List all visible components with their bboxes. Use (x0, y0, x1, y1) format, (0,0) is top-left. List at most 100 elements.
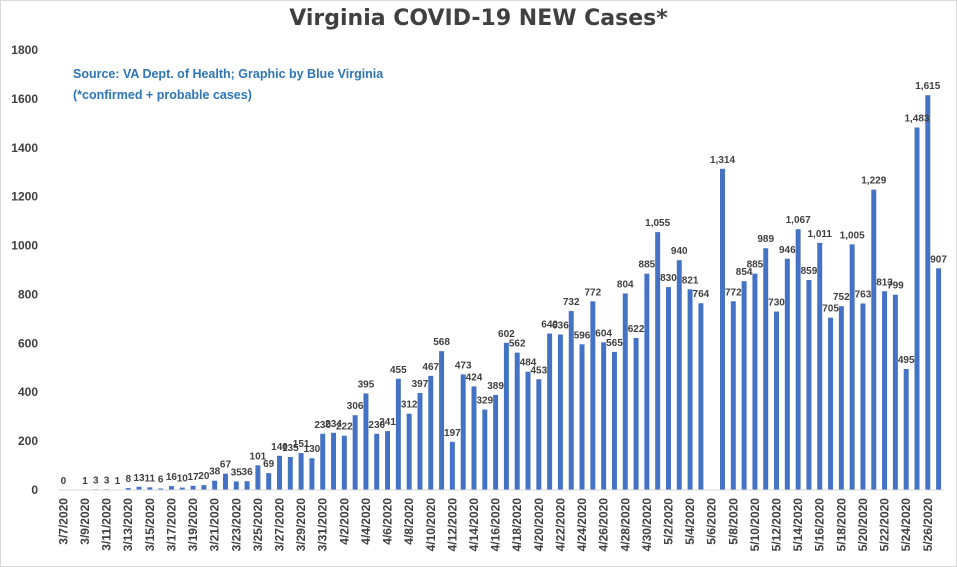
x-tick-label: 3/21/2020 (208, 498, 222, 552)
bar (277, 455, 282, 490)
bar (320, 433, 326, 490)
data-label: 130 (304, 444, 321, 455)
data-label: 230 (314, 420, 331, 431)
bar (590, 301, 596, 490)
x-tick-label: 4/4/2020 (359, 498, 373, 545)
bar (190, 485, 196, 490)
data-label: 804 (617, 279, 634, 290)
bar (687, 289, 693, 490)
bar (892, 294, 898, 490)
bars (82, 95, 942, 491)
data-label: 467 (422, 362, 439, 373)
data-label: 885 (747, 260, 764, 271)
bar (741, 281, 747, 490)
data-label: 11 (145, 473, 156, 484)
bar (168, 486, 174, 490)
x-tick-label: 5/20/2020 (856, 498, 870, 552)
data-label: 484 (520, 358, 537, 369)
data-label: 151 (293, 439, 310, 450)
x-tick-label: 4/24/2020 (575, 498, 589, 552)
data-label: 568 (433, 337, 450, 348)
data-label: 395 (358, 379, 375, 390)
data-label: 830 (660, 273, 677, 284)
bar (611, 351, 617, 490)
data-label: 562 (509, 339, 526, 350)
bar (374, 433, 380, 490)
bar (849, 244, 855, 490)
data-label: 389 (487, 381, 504, 392)
bar (352, 415, 358, 490)
x-tick-label: 5/8/2020 (726, 498, 740, 545)
bar (860, 303, 866, 490)
x-tick-label: 5/14/2020 (791, 498, 805, 552)
bar (676, 260, 682, 490)
bar (579, 344, 585, 490)
data-label: 1,483 (904, 113, 929, 124)
bar (914, 127, 920, 490)
footnote: (*confirmed + probable cases) (73, 88, 252, 102)
y-tick-label: 1600 (11, 92, 38, 106)
data-label: 946 (779, 245, 796, 256)
data-label: 763 (855, 289, 872, 300)
data-label: 907 (930, 254, 947, 265)
bar (125, 488, 131, 490)
data-label: 730 (768, 298, 785, 309)
x-tick-label: 3/7/2020 (56, 498, 70, 545)
bar (395, 378, 401, 490)
data-label: 222 (336, 422, 353, 433)
data-label: 604 (595, 328, 612, 339)
data-label: 0 (61, 476, 67, 487)
data-label: 13 (133, 473, 145, 484)
data-label: 424 (466, 372, 483, 383)
data-label: 453 (530, 365, 547, 376)
data-label: 36 (242, 467, 254, 478)
bar (179, 487, 185, 490)
data-label: 764 (693, 289, 710, 300)
bar (266, 473, 272, 490)
y-tick-label: 1200 (11, 190, 38, 204)
data-label: 3 (104, 475, 110, 486)
data-label: 10 (177, 474, 189, 485)
data-label: 705 (822, 304, 839, 315)
x-tick-label: 4/18/2020 (510, 498, 524, 552)
bar (255, 465, 261, 490)
data-label: 772 (584, 287, 601, 298)
y-tick-label: 0 (31, 483, 38, 497)
data-label: 3 (93, 475, 99, 486)
data-label: 8 (125, 474, 131, 485)
bar (936, 268, 942, 490)
bar (298, 453, 304, 490)
x-tick-label: 3/25/2020 (251, 498, 265, 552)
bar (622, 293, 628, 490)
bar (428, 375, 434, 490)
bar (406, 413, 412, 490)
bar (698, 303, 704, 490)
data-label: 6 (158, 475, 164, 486)
bar (547, 333, 553, 490)
bar (828, 317, 834, 490)
bar (633, 337, 639, 490)
bar (385, 431, 391, 490)
x-tick-label: 3/27/2020 (273, 498, 287, 552)
bar (644, 273, 650, 490)
x-tick-label: 4/20/2020 (532, 498, 546, 552)
data-label: 67 (220, 460, 232, 471)
x-tick-label: 4/22/2020 (553, 498, 567, 552)
data-label: 885 (639, 260, 656, 271)
bar (655, 232, 661, 490)
bar (752, 273, 758, 490)
data-label: 859 (801, 266, 818, 277)
y-tick-label: 400 (18, 385, 38, 399)
x-tick-label: 5/10/2020 (748, 498, 762, 552)
data-label: 1,229 (861, 176, 886, 187)
bar (763, 248, 769, 490)
bar (158, 488, 164, 490)
data-label: 69 (263, 459, 275, 470)
data-label: 473 (455, 360, 472, 371)
x-tick-label: 4/14/2020 (467, 498, 481, 552)
data-label: 20 (198, 471, 210, 482)
data-label: 940 (671, 246, 688, 257)
data-label: 397 (412, 379, 429, 390)
data-label: 989 (757, 234, 774, 245)
